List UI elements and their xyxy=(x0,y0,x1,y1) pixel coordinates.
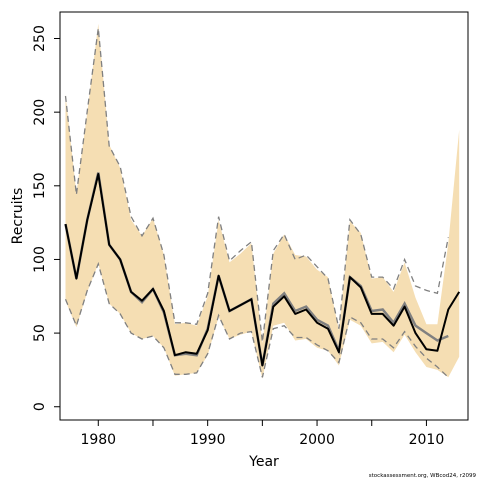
confidence-band xyxy=(65,23,460,379)
x-axis-title: Year xyxy=(248,454,279,470)
series-lines-layer xyxy=(64,28,461,378)
confidence-band-layer xyxy=(65,23,460,379)
x-tick-label: 2010 xyxy=(409,432,445,448)
axes-layer: 1980 1990 2000 2010 0 50 100 150 200 250 xyxy=(32,25,444,448)
y-tick-label: 50 xyxy=(32,324,48,342)
y-tick-label: 250 xyxy=(32,25,48,52)
y-tick-label: 0 xyxy=(32,402,48,411)
source-credit: stockassessment.org, WBcod24, r2099 xyxy=(369,473,477,479)
x-tick-label: 1980 xyxy=(80,432,116,448)
x-tick-label: 1990 xyxy=(190,432,226,448)
y-tick-label: 100 xyxy=(32,246,48,273)
y-axis-title: Recruits xyxy=(10,188,26,245)
previous-lower-bound-line xyxy=(64,261,449,378)
y-tick-label: 150 xyxy=(32,172,48,199)
plot-frame xyxy=(59,11,469,421)
recruits-estimate-line xyxy=(64,173,461,367)
x-tick-label: 2000 xyxy=(299,432,335,448)
y-tick-label: 200 xyxy=(32,99,48,126)
previous-upper-bound-line xyxy=(64,28,449,342)
